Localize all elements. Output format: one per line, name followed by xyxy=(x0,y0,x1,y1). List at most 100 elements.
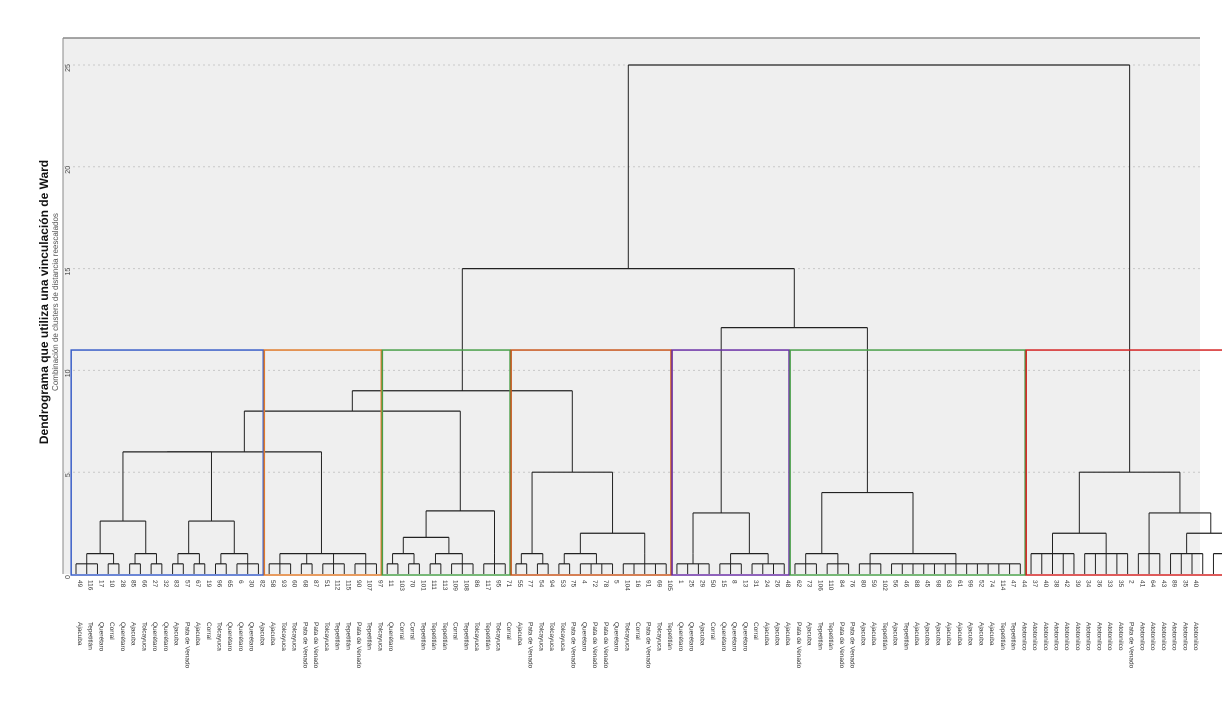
cluster-boxes xyxy=(70,349,1222,576)
leaf-name-label: Atotonilco xyxy=(1074,622,1081,651)
leaf-name-label: Tolcayuca xyxy=(291,622,298,651)
leaf-name-label: Ajacuba xyxy=(784,622,791,646)
leaf-id-label: 48 xyxy=(784,580,791,588)
dendrogram-tree xyxy=(75,64,1222,574)
leaf-name-label: Querétaro xyxy=(226,622,233,652)
leaf-name-label: Tolcayuca xyxy=(140,622,147,651)
leaf-id-label: 67 xyxy=(194,580,201,588)
leaf-name-label: Querétaro xyxy=(237,622,244,652)
y-tick-label: 10 xyxy=(65,369,72,377)
leaf-id-label: 52 xyxy=(977,580,984,588)
leaf-name-label: Atotonilco xyxy=(1053,622,1060,651)
cluster-box-red xyxy=(1025,349,1222,576)
leaf-id-label: 99 xyxy=(967,580,974,588)
leaf-name-label: Tolcayuca xyxy=(376,622,383,651)
leaf-id-label: 27 xyxy=(151,580,158,588)
leaf-name-label: Tolcayuca xyxy=(548,622,555,651)
leaf-id-label: 16 xyxy=(634,580,641,588)
leaf-name-label: Tepetitlán xyxy=(366,622,373,650)
leaf-name-label: Ajacuba xyxy=(924,622,931,646)
leaf-id-label: 89 xyxy=(1171,580,1178,588)
cluster-box-blue xyxy=(70,349,265,576)
leaf-name-label: Pata de Venado xyxy=(849,622,856,669)
leaf-name-label: Querétaro xyxy=(731,622,738,652)
leaf-id-label: 28 xyxy=(119,580,126,588)
leaf-name-label: Ajacuba xyxy=(967,622,974,646)
cluster-box-purple xyxy=(671,349,790,576)
leaf-name-label: Corral xyxy=(205,622,212,640)
leaf-name-label: Querétaro xyxy=(387,622,394,652)
leaf-name-label: Querétaro xyxy=(97,622,104,652)
leaf-id-label: 86 xyxy=(473,580,480,588)
y-tick-label: 20 xyxy=(65,166,72,174)
leaf-id-label: 71 xyxy=(505,580,512,588)
leaf-name-label: Querétaro xyxy=(741,622,748,652)
cluster-box-green xyxy=(789,349,1026,576)
chart-title: Dendrograma que utiliza una vinculación … xyxy=(37,160,51,444)
leaf-name-label: Tepetitlán xyxy=(334,622,341,650)
y-tick-label: 25 xyxy=(65,64,72,72)
leaf-id-label: 15 xyxy=(720,580,727,588)
leaf-id-label: 73 xyxy=(806,580,813,588)
leaf-id-label: 40 xyxy=(1192,580,1199,588)
leaf-id-label: 77 xyxy=(527,580,534,588)
leaf-id-label: 82 xyxy=(258,580,265,588)
leaf-id-label: 62 xyxy=(795,580,802,588)
leaf-name-label: Ajacuba xyxy=(258,622,265,646)
leaf-name-label: Pata de Venado xyxy=(591,622,598,669)
leaf-name-label: Tolcayuca xyxy=(559,622,566,651)
leaf-id-label: 112 xyxy=(334,580,341,591)
leaf-id-label: 98 xyxy=(934,580,941,588)
leaf-id-label: 49 xyxy=(76,580,83,588)
leaf-name-label: Pata de Venado xyxy=(795,622,802,669)
leaf-id-label: 72 xyxy=(591,580,598,588)
leaf-id-label: 116 xyxy=(87,580,94,591)
leaf-id-label: 108 xyxy=(462,580,469,591)
leaf-id-label: 50 xyxy=(709,580,716,588)
leaf-name-label: Pata de Venado xyxy=(1128,622,1135,669)
leaf-name-label: Ajacuba xyxy=(945,622,952,646)
leaf-id-label: 8 xyxy=(731,580,738,584)
leaf-id-label: 65 xyxy=(226,580,233,588)
leaf-id-label: 76 xyxy=(849,580,856,588)
leaf-name-label: Pata de Venado xyxy=(838,622,845,669)
leaf-id-label: 26 xyxy=(774,580,781,588)
leaf-id-label: 25 xyxy=(688,580,695,588)
cluster-box-green xyxy=(381,349,511,576)
leaf-name-label: Atotonilco xyxy=(1149,622,1156,651)
leaf-id-label: 53 xyxy=(559,580,566,588)
leaf-id-label: 103 xyxy=(398,580,405,591)
leaf-id-label: 39 xyxy=(1074,580,1081,588)
leaf-name-label: Tepetitlán xyxy=(484,622,491,650)
leaf-name-label: Atotonilco xyxy=(1063,622,1070,651)
leaf-name-label: Ajacuba xyxy=(892,622,899,646)
leaf-id-label: 11 xyxy=(387,580,394,587)
leaf-name-label: Corral xyxy=(398,622,405,640)
leaf-labels: 49Ajacuba116Tepetitlán17Querétaro10Corra… xyxy=(76,580,1199,669)
leaf-name-label: Pata de Venado xyxy=(602,622,609,669)
leaf-id-label: 115 xyxy=(344,580,351,591)
leaf-name-label: Pata de Venado xyxy=(527,622,534,669)
leaf-name-label: Querétaro xyxy=(248,622,255,652)
leaf-id-label: 111 xyxy=(430,580,437,590)
leaf-name-label: Tepetitlán xyxy=(816,622,823,650)
y-tick-label: 5 xyxy=(65,473,72,477)
leaf-name-label: Tepetitlán xyxy=(902,622,909,650)
plot-background xyxy=(63,38,1200,574)
leaf-id-label: 60 xyxy=(291,580,298,588)
leaf-name-label: Ajacuba xyxy=(956,622,963,646)
leaf-id-label: 114 xyxy=(999,580,1006,591)
leaf-name-label: Pata de Venado xyxy=(301,622,308,669)
leaf-name-label: Ajacuba xyxy=(806,622,813,646)
leaf-id-label: 43 xyxy=(1160,580,1167,588)
leaf-id-label: 10 xyxy=(108,580,115,588)
leaf-id-label: 105 xyxy=(666,580,673,591)
leaf-name-label: Ajacuba xyxy=(173,622,180,646)
leaf-id-label: 55 xyxy=(516,580,523,588)
leaf-id-label: 24 xyxy=(763,580,770,588)
leaf-id-label: 38 xyxy=(1053,580,1060,588)
leaf-name-label: Ajacuba xyxy=(698,622,705,646)
leaf-name-label: Atotonilco xyxy=(1192,622,1199,651)
leaf-name-label: Ajacuba xyxy=(76,622,83,646)
leaf-id-label: 56 xyxy=(892,580,899,588)
